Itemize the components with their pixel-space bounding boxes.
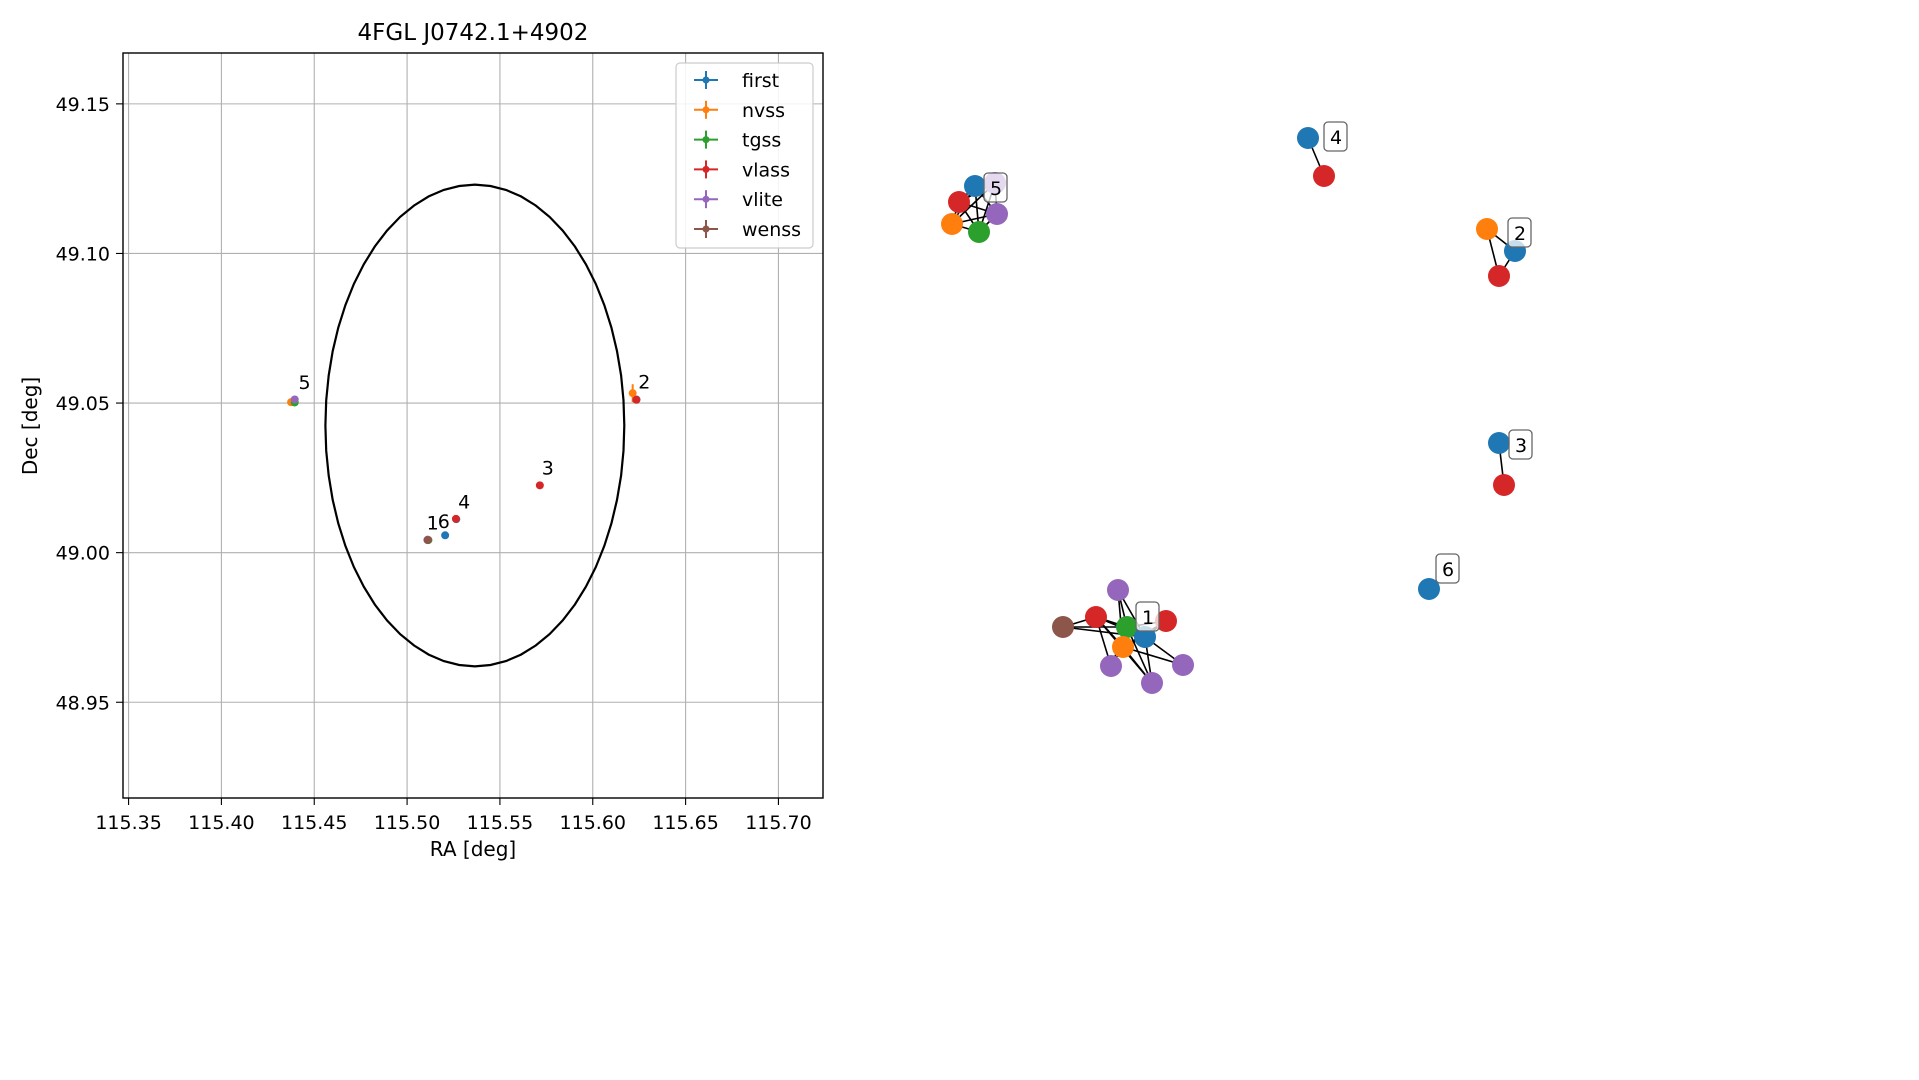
y-axis-label: Dec [deg]: [18, 377, 42, 475]
point-annotation: 2: [638, 372, 650, 394]
x-tick-label: 115.55: [467, 812, 533, 834]
network-node: [1141, 672, 1163, 694]
legend-marker-vlite: [702, 195, 710, 203]
legend-label-tgss: tgss: [742, 130, 781, 152]
network-node: [1107, 579, 1129, 601]
point-annotation: 6: [438, 511, 450, 533]
network-node: [1112, 636, 1134, 658]
vlass-point: [632, 395, 641, 404]
network-node: [1476, 218, 1498, 240]
network-node: [1155, 610, 1177, 632]
node-label: 2: [1514, 223, 1526, 245]
legend-marker-nvss: [702, 106, 710, 114]
localization-circle: [324, 183, 626, 668]
network-node: [1488, 432, 1510, 454]
point-annotation: 4: [458, 491, 470, 513]
y-tick-label: 49.10: [56, 243, 110, 265]
legend-label-vlite: vlite: [742, 189, 783, 211]
node-label-box: [1435, 553, 1460, 584]
scatter-panel: 4FGL J0742.1+4902 RA [deg] Dec [deg] 115…: [18, 20, 824, 861]
point-annotation: 5: [298, 372, 310, 394]
vlite-point: [290, 395, 299, 404]
network-node: [1488, 265, 1510, 287]
x-tick-label: 115.70: [745, 812, 811, 834]
legend-label-wenss: wenss: [742, 219, 801, 241]
legend-marker-wenss: [702, 225, 710, 233]
legend-label-vlass: vlass: [742, 159, 790, 181]
point-annotation: 1: [427, 512, 439, 534]
node-label-box: [983, 172, 1008, 203]
network-node: [1493, 474, 1515, 496]
network-node: [1085, 606, 1107, 628]
network-node: [1100, 655, 1122, 677]
y-tick-label: 49.00: [56, 543, 110, 565]
first-point: [441, 531, 450, 540]
x-tick-label: 115.35: [95, 812, 161, 834]
node-label: 5: [990, 178, 1002, 200]
y-tick-label: 48.95: [56, 692, 110, 714]
node-label-box: [1507, 217, 1532, 248]
node-label-box: [1508, 429, 1533, 460]
x-tick-label: 115.50: [374, 812, 440, 834]
y-tick-label: 49.15: [56, 94, 110, 116]
network-node: [941, 213, 963, 235]
plot-frame: [122, 52, 824, 799]
node-label: 3: [1515, 435, 1527, 457]
wenss-point: [423, 536, 432, 545]
legend-marker-tgss: [702, 136, 710, 144]
legend-marker-first: [702, 76, 710, 84]
network-node: [1297, 127, 1319, 149]
x-tick-label: 115.40: [188, 812, 254, 834]
network-node: [948, 191, 970, 213]
network-node: [1313, 165, 1335, 187]
network-node: [1052, 616, 1074, 638]
network-panel: 1 2 3 4 5 6: [941, 121, 1533, 694]
node-label: 1: [1142, 607, 1154, 629]
node-label-box: [1135, 601, 1160, 632]
nvss-point: [628, 389, 637, 398]
node-label-box: [1323, 121, 1348, 152]
x-tick-label: 115.65: [652, 812, 718, 834]
legend-marker-vlass: [702, 165, 710, 173]
vlass-point: [535, 481, 544, 490]
node-label: 4: [1330, 127, 1342, 149]
network-node: [1116, 616, 1138, 638]
network-node: [968, 221, 990, 243]
x-tick-label: 115.45: [281, 812, 347, 834]
chart-title: 4FGL J0742.1+4902: [358, 20, 589, 46]
vlass-point: [451, 514, 460, 523]
network-node: [986, 203, 1008, 225]
legend-label-first: first: [742, 70, 779, 92]
network-node: [1418, 578, 1440, 600]
node-label: 6: [1442, 559, 1454, 581]
x-axis-label: RA [deg]: [430, 837, 516, 861]
network-node: [1172, 654, 1194, 676]
point-annotation: 3: [542, 457, 554, 479]
legend-label-nvss: nvss: [742, 100, 785, 122]
y-tick-label: 49.05: [56, 393, 110, 415]
network-node: [964, 175, 986, 197]
x-tick-label: 115.60: [560, 812, 626, 834]
